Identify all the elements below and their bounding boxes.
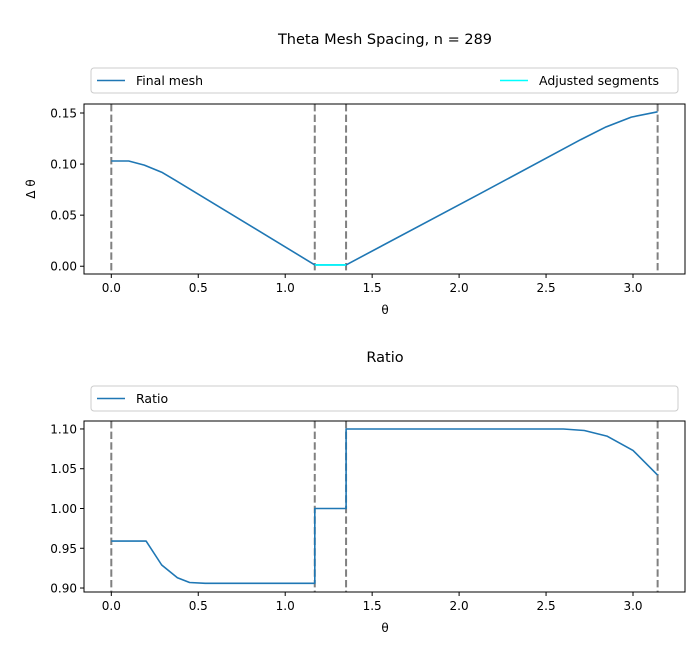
y-tick-label: 0.00: [50, 260, 77, 274]
legend-label: Ratio: [136, 391, 168, 406]
chart-title-1: Theta Mesh Spacing, n = 289: [277, 32, 492, 48]
x-tick-label: 2.5: [537, 599, 556, 613]
x-tick-label: 1.0: [276, 599, 295, 613]
x-tick-label: 2.0: [450, 281, 469, 295]
x-tick-label: 0.0: [102, 599, 121, 613]
x-axis-label-1: θ: [381, 303, 388, 317]
y-tick-label: 0.15: [50, 106, 77, 120]
series-line-ratio: [111, 428, 659, 585]
chart-title-2: Ratio: [366, 350, 403, 366]
x-tick-label: 1.5: [363, 599, 382, 613]
y-tick-label: 1.10: [50, 422, 77, 436]
axes-frame: [83, 420, 686, 593]
y-tick-label: 1.00: [50, 502, 77, 516]
plot-2: 0.0 0.5 1.0 1.5 2.0 2.5 3.0 0.90 0.95 1.00 1.05 1.1…: [50, 385, 686, 613]
y-axis-label-1: Δ θ: [24, 179, 38, 198]
legend-box: [90, 67, 679, 94]
x-tick-label: 2.0: [450, 599, 469, 613]
x-tick-label: 3.0: [623, 599, 642, 613]
legend-label: Adjusted segments: [539, 73, 659, 88]
x-axis-label-2: θ: [381, 621, 388, 635]
x-tick-label: 0.0: [102, 281, 121, 295]
x-tick-label: 2.5: [537, 281, 556, 295]
y-tick-label: 0.95: [50, 542, 77, 556]
series-line-final-mesh: [111, 111, 658, 266]
y-tick-label: 0.90: [50, 582, 77, 596]
plot-1: 0.0 0.5 1.0 1.5 2.0 2.5 3.0 0.00 0.05 0.10 0.15 Fin…: [50, 67, 686, 295]
x-tick-label: 1.0: [276, 281, 295, 295]
x-tick-label: 0.5: [189, 281, 208, 295]
x-tick-label: 3.0: [623, 281, 642, 295]
legend-box: [90, 385, 679, 412]
y-tick-label: 0.05: [50, 209, 77, 223]
axes-frame: [83, 103, 686, 275]
x-tick-label: 1.5: [363, 281, 382, 295]
y-tick-label: 1.05: [50, 462, 77, 476]
y-tick-label: 0.10: [50, 158, 77, 172]
x-tick-label: 0.5: [189, 599, 208, 613]
legend-label: Final mesh: [136, 73, 203, 88]
